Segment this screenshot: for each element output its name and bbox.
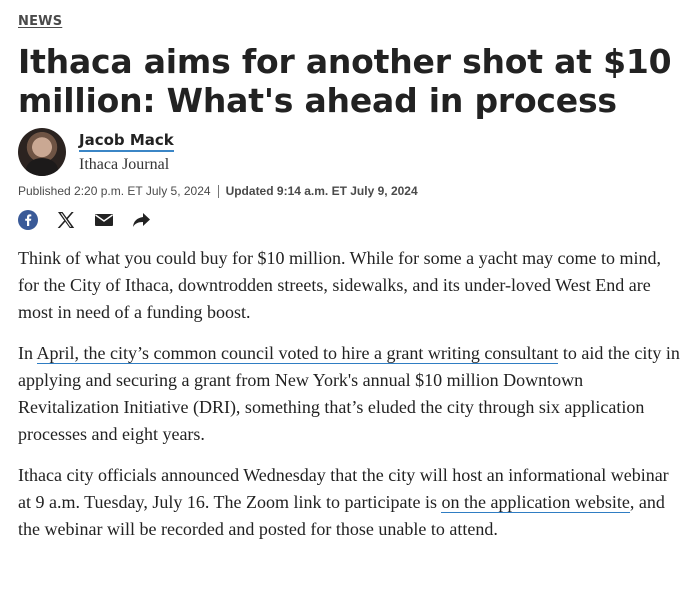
paragraph-3: Ithaca city officials announced Wednesda… bbox=[18, 462, 682, 543]
paragraph-3-text-a: Ithaca city officials announced Wednesda… bbox=[18, 465, 669, 512]
paragraph-2-text-a: In bbox=[18, 343, 37, 363]
facebook-icon[interactable] bbox=[18, 210, 38, 230]
paragraph-1: Think of what you could buy for $10 mill… bbox=[18, 248, 662, 322]
april-link[interactable]: April bbox=[36, 343, 75, 364]
author-avatar[interactable] bbox=[18, 128, 66, 176]
updated-date: Updated 9:14 a.m. ET July 9, 2024 bbox=[225, 184, 418, 198]
application-website-link[interactable]: on the application website bbox=[441, 492, 630, 513]
author-block: Jacob Mack Ithaca Journal bbox=[79, 131, 174, 174]
email-icon[interactable] bbox=[94, 212, 114, 228]
paragraph-2: In April, the city’s common council vote… bbox=[18, 340, 682, 448]
paragraph-2-text-b: to aid the city in applying and securing… bbox=[18, 343, 680, 444]
share-icon[interactable] bbox=[132, 211, 152, 229]
paragraph-3-text-b: , and the webinar will be recorded and p… bbox=[18, 492, 665, 539]
section-label[interactable]: NEWS bbox=[18, 14, 63, 29]
share-bar bbox=[18, 210, 152, 230]
x-icon[interactable] bbox=[56, 210, 76, 230]
published-date: Published 2:20 p.m. ET July 5, 2024 bbox=[18, 184, 211, 198]
date-separator bbox=[217, 184, 219, 198]
council-vote-link[interactable]: , the city’s common council voted to hir… bbox=[74, 343, 559, 364]
author-name-link[interactable]: Jacob Mack bbox=[79, 131, 174, 152]
article-body: Think of what you could buy for $10 mill… bbox=[18, 245, 682, 557]
author-org: Ithaca Journal bbox=[79, 155, 170, 173]
article-dates: Published 2:20 p.m. ET July 5, 2024 Upda… bbox=[18, 184, 418, 198]
headline: Ithaca aims for another shot at $10 mill… bbox=[18, 42, 672, 120]
byline: Jacob Mack Ithaca Journal bbox=[18, 128, 174, 176]
